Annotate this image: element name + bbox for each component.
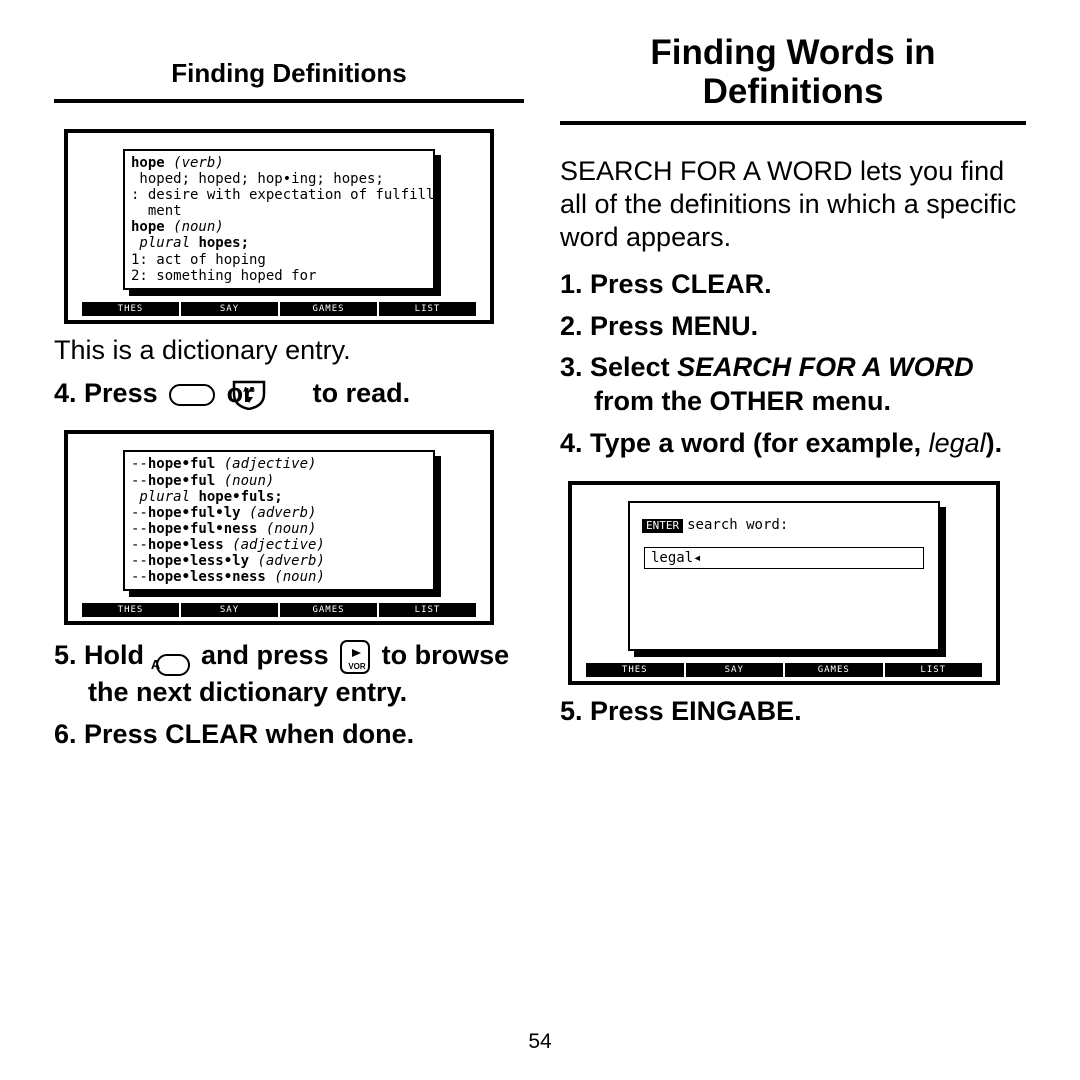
lcd-screen-search: ENTER search word: legal◂	[628, 501, 940, 651]
menu-games: GAMES	[280, 603, 379, 617]
menu-thes: THES	[586, 663, 686, 677]
svg-text:VOR: VOR	[348, 662, 366, 671]
page-number: 54	[0, 1030, 1080, 1054]
lcd-screen-2: --hope•ful (adjective) --hope•ful (noun)…	[123, 450, 435, 591]
menu-say: SAY	[686, 663, 786, 677]
left-step-4: 4. Press or A B to read.	[54, 377, 524, 411]
right-intro: SEARCH FOR A WORD lets you find all of t…	[560, 155, 1026, 254]
oval-button-icon	[169, 384, 215, 406]
menu-list: LIST	[379, 302, 476, 316]
device-frame-2: --hope•ful (adjective) --hope•ful (noun)…	[64, 430, 494, 625]
caption-1: This is a dictionary entry.	[54, 334, 524, 367]
enter-tag: ENTER	[642, 519, 683, 534]
left-step-6: 6. Press CLEAR when done.	[54, 718, 524, 752]
menu-say: SAY	[181, 603, 280, 617]
menu-bar-1: THES SAY GAMES LIST	[82, 302, 476, 316]
menu-thes: THES	[82, 302, 181, 316]
menu-bar-2: THES SAY GAMES LIST	[82, 603, 476, 617]
svg-text:A B: A B	[243, 387, 255, 394]
search-field: legal◂	[644, 547, 924, 569]
right-rule	[560, 121, 1026, 125]
menu-games: GAMES	[785, 663, 885, 677]
menu-thes: THES	[82, 603, 181, 617]
left-rule	[54, 99, 524, 103]
lcd-screen-1: hope (verb) hoped; hoped; hop•ing; hopes…	[123, 149, 435, 290]
menu-games: GAMES	[280, 302, 379, 316]
right-step-1: 1. Press CLEAR.	[560, 268, 1026, 302]
menu-list: LIST	[379, 603, 476, 617]
right-step-2: 2. Press MENU.	[560, 310, 1026, 344]
a-button-icon: A	[156, 654, 190, 676]
left-heading: Finding Definitions	[54, 34, 524, 99]
right-step-3: 3. Select SEARCH FOR A WORD from the OTH…	[560, 351, 1026, 419]
left-step-5: 5. Hold A and press VOR to browse the ne…	[54, 639, 524, 710]
device-frame-1: hope (verb) hoped; hoped; hop•ing; hopes…	[64, 129, 494, 324]
right-step-4: 4. Type a word (for example, legal).	[560, 427, 1026, 461]
menu-bar-3: THES SAY GAMES LIST	[586, 663, 982, 677]
menu-list: LIST	[885, 663, 983, 677]
device-frame-3: ENTER search word: legal◂ THES SAY GAMES …	[568, 481, 1000, 685]
right-heading: Finding Words inDefinitions	[560, 34, 1026, 121]
search-prompt: search word:	[687, 517, 788, 533]
menu-say: SAY	[181, 302, 280, 316]
vor-button-icon: VOR	[340, 640, 370, 674]
shield-down-icon: A B	[265, 380, 301, 410]
right-step-5: 5. Press EINGABE.	[560, 695, 1026, 729]
